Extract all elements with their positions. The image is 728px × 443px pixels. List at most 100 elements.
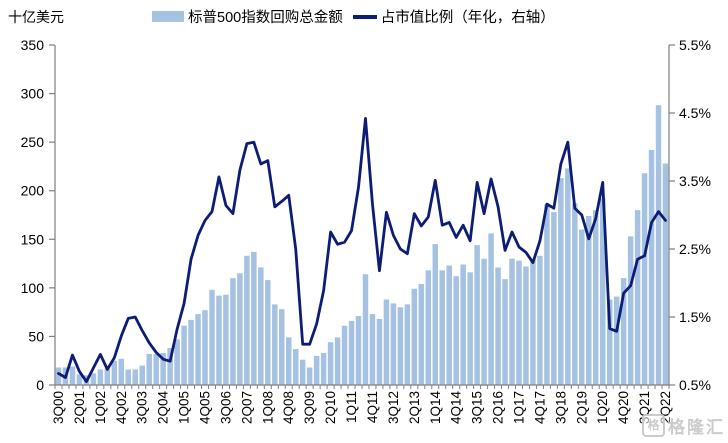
bar-1Q01 bbox=[69, 366, 76, 385]
bar-1Q07 bbox=[237, 273, 243, 385]
bar-4Q04 bbox=[174, 339, 180, 385]
bar-2Q14 bbox=[439, 270, 445, 385]
bar-3Q12 bbox=[390, 303, 397, 385]
bar-series-swatch-icon bbox=[152, 11, 184, 22]
bar-1Q13 bbox=[404, 304, 411, 385]
bar-2Q13 bbox=[411, 288, 418, 385]
x-axis-tick-label: 4Q11 bbox=[365, 391, 380, 423]
bar-1Q05 bbox=[181, 325, 187, 385]
bar-1Q21 bbox=[627, 236, 634, 385]
x-axis-tick-label: 3Q03 bbox=[135, 391, 150, 424]
x-axis-tick-label: 4Q08 bbox=[281, 391, 296, 424]
legend-item-buyback-total: 标普500指数回购总金额 bbox=[152, 6, 343, 27]
bar-3Q11 bbox=[362, 274, 369, 385]
bar-2Q17 bbox=[523, 266, 529, 385]
x-axis-tick-label: 1Q11 bbox=[344, 391, 359, 423]
bar-4Q08 bbox=[286, 337, 292, 385]
bar-2Q03 bbox=[132, 369, 138, 385]
bar-3Q21 bbox=[641, 173, 648, 385]
bar-4Q13 bbox=[425, 270, 432, 385]
left-axis-units-label: 十亿美元 bbox=[8, 9, 64, 25]
bar-4Q07 bbox=[258, 267, 264, 385]
x-axis-tick-label: 1Q05 bbox=[177, 391, 192, 424]
bar-4Q17 bbox=[537, 255, 543, 385]
bar-1Q15 bbox=[460, 264, 466, 385]
bar-1Q16 bbox=[488, 233, 494, 385]
bar-3Q19 bbox=[586, 215, 592, 385]
right-axis-tick-label: 0.5% bbox=[679, 377, 711, 393]
bar-2Q11 bbox=[355, 316, 362, 385]
x-axis-tick-label: 4Q02 bbox=[114, 391, 129, 424]
right-axis-tick-label: 2.5% bbox=[679, 241, 711, 257]
bar-4Q20 bbox=[620, 278, 627, 385]
bar-1Q08 bbox=[265, 280, 271, 385]
left-axis-tick-label: 150 bbox=[21, 231, 45, 247]
x-axis-tick-label: 3Q12 bbox=[386, 391, 401, 424]
x-axis-tick-label: 4Q20 bbox=[616, 391, 631, 424]
right-axis-tick-label: 1.5% bbox=[679, 309, 711, 325]
left-axis-tick-label: 0 bbox=[36, 377, 44, 393]
bar-3Q15 bbox=[474, 245, 480, 385]
bar-1Q11 bbox=[348, 320, 355, 385]
x-axis-tick-label: 2Q04 bbox=[156, 391, 171, 425]
bar-1Q10 bbox=[320, 352, 327, 385]
legend: 标普500指数回购总金额 占市值比例（年化，右轴） bbox=[152, 6, 555, 27]
bar-1Q17 bbox=[516, 260, 522, 385]
ratio-line bbox=[57, 117, 667, 384]
x-axis-tick-label: 3Q09 bbox=[302, 391, 317, 424]
bar-4Q18 bbox=[565, 168, 571, 385]
bar-3Q14 bbox=[446, 265, 452, 385]
bar-4Q10 bbox=[341, 325, 348, 385]
bar-3Q18 bbox=[558, 178, 564, 385]
bar-1Q04 bbox=[153, 353, 159, 385]
x-axis-tick-label: 2Q01 bbox=[72, 391, 87, 424]
x-axis-tick-label: 3Q06 bbox=[218, 391, 233, 424]
bar-4Q03 bbox=[146, 353, 152, 385]
bar-2Q06 bbox=[216, 295, 222, 385]
bar-1Q22 bbox=[655, 105, 662, 385]
line-series-label: 占市值比例（年化，右轴） bbox=[380, 10, 555, 26]
bar-1Q09 bbox=[292, 349, 299, 385]
left-axis-tick-label: 350 bbox=[21, 37, 45, 53]
bar-4Q06 bbox=[230, 278, 236, 385]
bar-2Q18 bbox=[551, 212, 557, 385]
bar-3Q13 bbox=[418, 283, 425, 385]
bar-3Q00 bbox=[55, 367, 62, 385]
bar-2Q08 bbox=[272, 304, 278, 385]
bar-3Q16 bbox=[502, 279, 508, 385]
bar-2Q22 bbox=[662, 163, 669, 385]
x-axis-tick-label: 3Q18 bbox=[553, 391, 568, 424]
bar-3Q10 bbox=[334, 337, 341, 385]
bar-2Q15 bbox=[467, 272, 473, 385]
x-axis-tick-label: 2Q10 bbox=[323, 391, 338, 424]
bar-4Q12 bbox=[397, 307, 404, 385]
bar-3Q02 bbox=[111, 360, 118, 385]
bar-1Q18 bbox=[544, 204, 550, 385]
x-axis-tick-label: 1Q14 bbox=[428, 391, 443, 425]
left-axis-tick-label: 250 bbox=[21, 134, 45, 150]
bar-3Q07 bbox=[251, 251, 257, 385]
bar-2Q05 bbox=[188, 319, 194, 385]
bar-2Q07 bbox=[244, 255, 250, 385]
bar-4Q02 bbox=[118, 358, 125, 385]
bar-2Q19 bbox=[579, 229, 585, 385]
bar-series-label: 标普500指数回购总金额 bbox=[188, 10, 343, 26]
x-axis-tick-label: 3Q15 bbox=[470, 391, 485, 424]
left-axis-tick-label: 100 bbox=[21, 280, 45, 296]
left-axis-tick-label: 300 bbox=[21, 86, 45, 102]
bar-4Q14 bbox=[453, 276, 459, 385]
bar-2Q12 bbox=[383, 299, 390, 385]
x-axis-tick-label: 4Q14 bbox=[449, 391, 464, 425]
x-axis-tick-label: 1Q08 bbox=[260, 391, 275, 424]
bar-3Q17 bbox=[530, 259, 536, 385]
bar-2Q10 bbox=[327, 342, 334, 385]
x-axis-tick-label: 2Q16 bbox=[491, 391, 506, 424]
bar-4Q21 bbox=[648, 149, 655, 385]
bar-2Q21 bbox=[634, 210, 641, 385]
bar-1Q20 bbox=[599, 198, 606, 385]
bar-3Q03 bbox=[139, 365, 145, 385]
right-axis-tick-label: 3.5% bbox=[679, 173, 711, 189]
x-axis-tick-label: 1Q17 bbox=[511, 391, 526, 424]
